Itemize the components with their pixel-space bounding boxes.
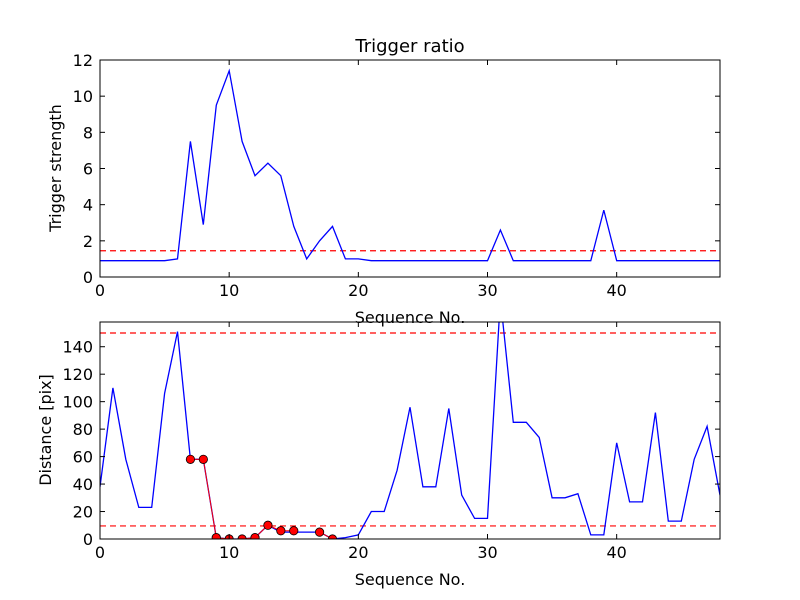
trigger-ratio-ticks: 0 10 20 30 40 0 2 4 6 8 10 12 (73, 51, 720, 300)
trigger-ratio-title: Trigger ratio (354, 36, 464, 57)
trigger-ratio-x-tick-label: 30 (477, 281, 497, 300)
trigger-ratio-y-tick-label: 6 (83, 160, 93, 179)
distance-y-axis-label: Distance [pix] (36, 374, 55, 486)
trigger-ratio-series-line-0 (100, 68, 720, 262)
trigger-ratio-x-axis-label: Sequence No. (355, 308, 466, 327)
distance-y-tick-label: 20 (73, 503, 93, 522)
trigger-ratio-x-tick-label: 0 (95, 281, 105, 300)
distance-x-tick-label: 10 (219, 543, 239, 562)
trigger-ratio-panel: 0 10 20 30 40 0 2 4 6 8 10 12 Trigger ratio Sequenc… (46, 36, 721, 327)
distance-flagged-point (185, 454, 196, 464)
distance-marker-link-1 (202, 459, 217, 538)
trigger-ratio-y-tick-label: 0 (83, 268, 93, 287)
distance-panel: 0 10 20 30 40 0 20 40 60 80 100 120 140 Sequence No.… (36, 321, 721, 589)
distance-x-tick-label: 40 (606, 543, 626, 562)
trigger-ratio-y-tick-label: 8 (83, 123, 93, 142)
distance-x-tick-label: 30 (477, 543, 497, 562)
distance-plot-area (100, 322, 720, 539)
trigger-ratio-x-tick-label: 20 (348, 281, 368, 300)
distance-flagged-point (276, 526, 286, 536)
distance-y-tick-label: 80 (73, 420, 93, 439)
distance-y-tick-label: 60 (73, 448, 93, 467)
distance-flagged-point (314, 527, 325, 537)
trigger-ratio-y-tick-label: 12 (73, 51, 93, 70)
distance-flagged-point (211, 533, 221, 539)
distance-x-tick-label: 0 (95, 543, 105, 562)
distance-flagged-point (289, 526, 299, 536)
trigger-ratio-y-tick-label: 10 (73, 87, 93, 106)
distance-flagged-point (263, 520, 273, 530)
trigger-ratio-plot-area (100, 68, 720, 262)
distance-ticks: 0 10 20 30 40 0 20 40 60 80 100 120 140 (62, 322, 720, 562)
trigger-ratio-y-tick-label: 4 (83, 196, 93, 215)
trigger-ratio-y-tick-label: 2 (83, 232, 93, 251)
distance-y-tick-label: 120 (62, 365, 93, 384)
trigger-ratio-x-tick-label: 40 (606, 281, 626, 300)
distance-y-tick-label: 40 (73, 475, 93, 494)
distance-axes-frame (99, 321, 721, 540)
distance-y-tick-label: 100 (62, 393, 93, 412)
distance-flagged-point (250, 533, 260, 539)
distance-flagged-point (198, 454, 208, 464)
trigger-ratio-y-axis-label: Trigger strength (46, 104, 65, 233)
distance-y-tick-label: 0 (83, 530, 93, 549)
trigger-ratio-x-tick-label: 10 (219, 281, 239, 300)
distance-y-tick-label: 140 (62, 338, 93, 357)
distance-x-axis-label: Sequence No. (355, 570, 466, 589)
distance-x-tick-label: 20 (348, 543, 368, 562)
